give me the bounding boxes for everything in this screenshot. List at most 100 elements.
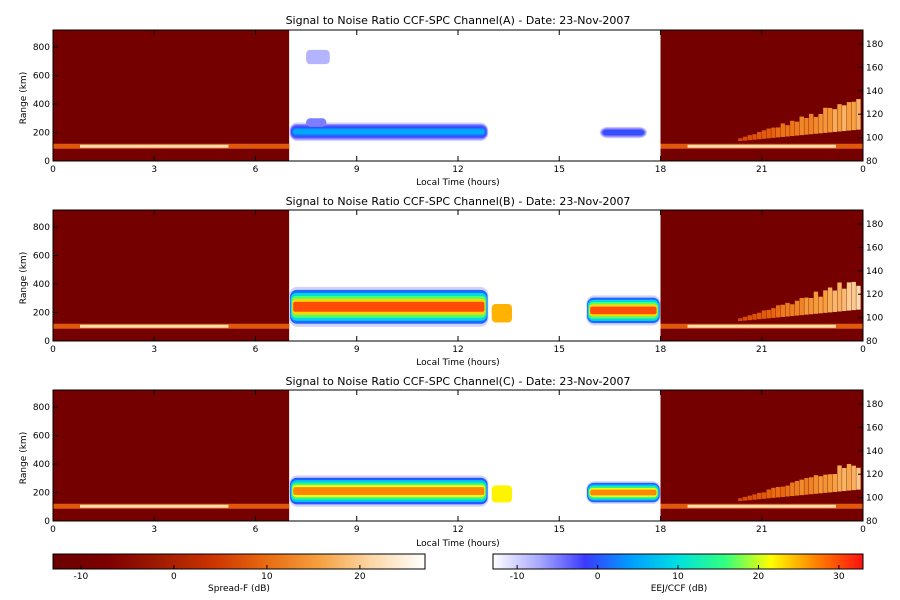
panel-c-plume-column — [799, 479, 804, 496]
colorbar-eej-ccf: -10 0 10 20 30 — [492, 553, 864, 582]
panel-c-y2tick-label: 100 — [866, 494, 883, 504]
panel-b-plume-column — [775, 305, 781, 318]
panel-a-spread-f-core-0 — [80, 144, 229, 148]
panel-a-ytick-label: 800 — [33, 43, 50, 53]
panel-c-plume-column — [856, 467, 861, 490]
panel-a-xtick-label: 0 — [50, 165, 56, 175]
panel-b-xtick-label: 3 — [151, 345, 157, 355]
panel-c-plume-column — [846, 463, 852, 491]
panel-c-ytick-label: 400 — [33, 460, 50, 470]
panel-b-xtick-label: 6 — [253, 345, 259, 355]
panel-a-plume-column — [809, 113, 814, 135]
panel-c-ylabel: Range (km) — [19, 432, 29, 484]
panel-c-night-segment-1 — [660, 390, 863, 521]
panel-c-plume-column — [771, 487, 776, 498]
panel-c-ytick-label: 800 — [33, 403, 50, 413]
colorbar-eej-ccf-label: EEJ/CCF (dB) — [651, 584, 708, 594]
panel-c-xtick-label: 21 — [756, 525, 767, 535]
panel-c-plume-column — [752, 494, 757, 500]
panel-c-spread-f-core-0 — [80, 504, 229, 508]
panel-b-plume-column — [827, 287, 833, 313]
panel-a-xtick-label: 3 — [151, 165, 157, 175]
panel-b-y2tick-label: 140 — [866, 267, 883, 277]
panel-b-ytick-label: 0 — [44, 337, 50, 347]
panel-c-plume-column — [747, 495, 752, 501]
panel-c-night-segment-0 — [53, 390, 290, 521]
panel-a-ytick-label: 200 — [33, 129, 50, 139]
panel-a-plume-column — [752, 134, 757, 140]
panel-b-spread-f-core-1 — [687, 324, 836, 328]
colorbar-eej-ccf-tick-label: 10 — [672, 572, 684, 582]
panel-b-plume-column — [846, 282, 852, 311]
panel-a-plume-column — [775, 127, 781, 138]
panel-a-plume-column — [757, 131, 762, 140]
panel-a-plume-column — [842, 105, 847, 132]
panel-c-y2tick-label: 140 — [866, 447, 883, 457]
panel-a-y2tick-label: 100 — [866, 134, 883, 144]
panel-c-plume-column — [823, 474, 828, 493]
panel-c-plume-column — [775, 486, 781, 498]
panel-b-xtick-label: 12 — [452, 345, 463, 355]
panel-a-plume-column — [761, 130, 767, 139]
panel-a-xtick-label: 0 — [860, 165, 866, 175]
panel-b-plume-column — [813, 291, 819, 314]
panel-a-plume-column — [766, 128, 771, 139]
panel-b-plume-column — [752, 313, 757, 320]
panel-c-eej-layer-0 — [293, 487, 485, 496]
panel-c: 0 3 6 9 12 15 18 21 0020040060080080100120140160… — [33, 389, 883, 535]
panel-b-eej-patch-0 — [491, 303, 512, 323]
panel-b-plume-column — [856, 285, 861, 310]
panel-a-xtick-label: 9 — [354, 165, 360, 175]
panel-c-xlabel: Local Time (hours) — [416, 539, 499, 549]
panel-a-plume-column — [804, 117, 809, 135]
panel-a-plume-column — [851, 101, 856, 131]
panel-a-plume-column — [837, 104, 842, 132]
panel-c-plume-column — [818, 476, 823, 494]
panel-b-xtick-label: 0 — [50, 345, 56, 355]
panel-c-ytick-label: 0 — [44, 517, 50, 527]
colorbar-eej-ccf-tick-label: 20 — [753, 572, 765, 582]
panel-a-night-segment-0 — [53, 30, 290, 161]
panel-a-plume-column — [785, 125, 790, 137]
panel-b-plume-column — [832, 290, 838, 312]
panel-b-plume-column — [738, 318, 743, 322]
panel-a-eej-layer-1 — [603, 131, 643, 134]
panel-c-plume-column — [813, 475, 819, 494]
panel-c-title: Signal to Noise Ratio CCF-SPC Channel(C)… — [285, 375, 630, 388]
panel-c-plume-column — [785, 485, 790, 497]
panel-b-plume-column — [766, 309, 771, 319]
panel-c-ytick-label: 200 — [33, 489, 50, 499]
panel-c-plume-column — [761, 492, 767, 499]
panel-a-plume-column — [780, 123, 786, 137]
colorbar-eej-ccf-tick-label: 30 — [833, 572, 845, 582]
panel-c-ytick-label: 600 — [33, 432, 50, 442]
panel-c-plume-column — [809, 477, 814, 495]
panel-b-plume-column — [780, 304, 786, 317]
panel-c-xtick-label: 9 — [354, 525, 360, 535]
panel-a-xtick-label: 18 — [655, 165, 667, 175]
panel-a-ytick-label: 0 — [44, 157, 50, 167]
colorbar-spread-f: -10 0 10 20 — [52, 553, 426, 582]
panel-c-y2tick-label: 160 — [866, 423, 883, 433]
panel-a-plume-column — [846, 102, 852, 131]
colorbar-spread-f-tick-label: 0 — [171, 572, 177, 582]
panel-a-ytick-label: 600 — [33, 72, 50, 82]
panel-a-plume-column — [813, 116, 819, 134]
panel-c-plume-column — [837, 465, 842, 492]
panel-b-xtick-label: 0 — [860, 345, 866, 355]
panel-b-ytick-label: 200 — [33, 309, 50, 319]
panel-c-plume-column — [842, 467, 847, 492]
panel-b-eej-layer-0 — [293, 301, 485, 312]
colorbar-eej-ccf-tick-label: 0 — [595, 572, 601, 582]
colorbar-spread-f-tick-label: 10 — [261, 572, 273, 582]
panel-a-title: Signal to Noise Ratio CCF-SPC Channel(A)… — [286, 14, 631, 27]
panel-a-day-window — [289, 30, 661, 161]
panel-a-eej-patch-1 — [306, 118, 327, 127]
panel-b-plume-column — [818, 296, 823, 314]
panel-b-title: Signal to Noise Ratio CCF-SPC Channel(B)… — [286, 195, 631, 208]
panel-a-y2tick-label: 160 — [866, 63, 883, 73]
panel-c-plume-column — [804, 478, 809, 495]
panel-b-night-segment-1 — [660, 210, 863, 341]
panel-c-xtick-label: 15 — [554, 525, 565, 535]
